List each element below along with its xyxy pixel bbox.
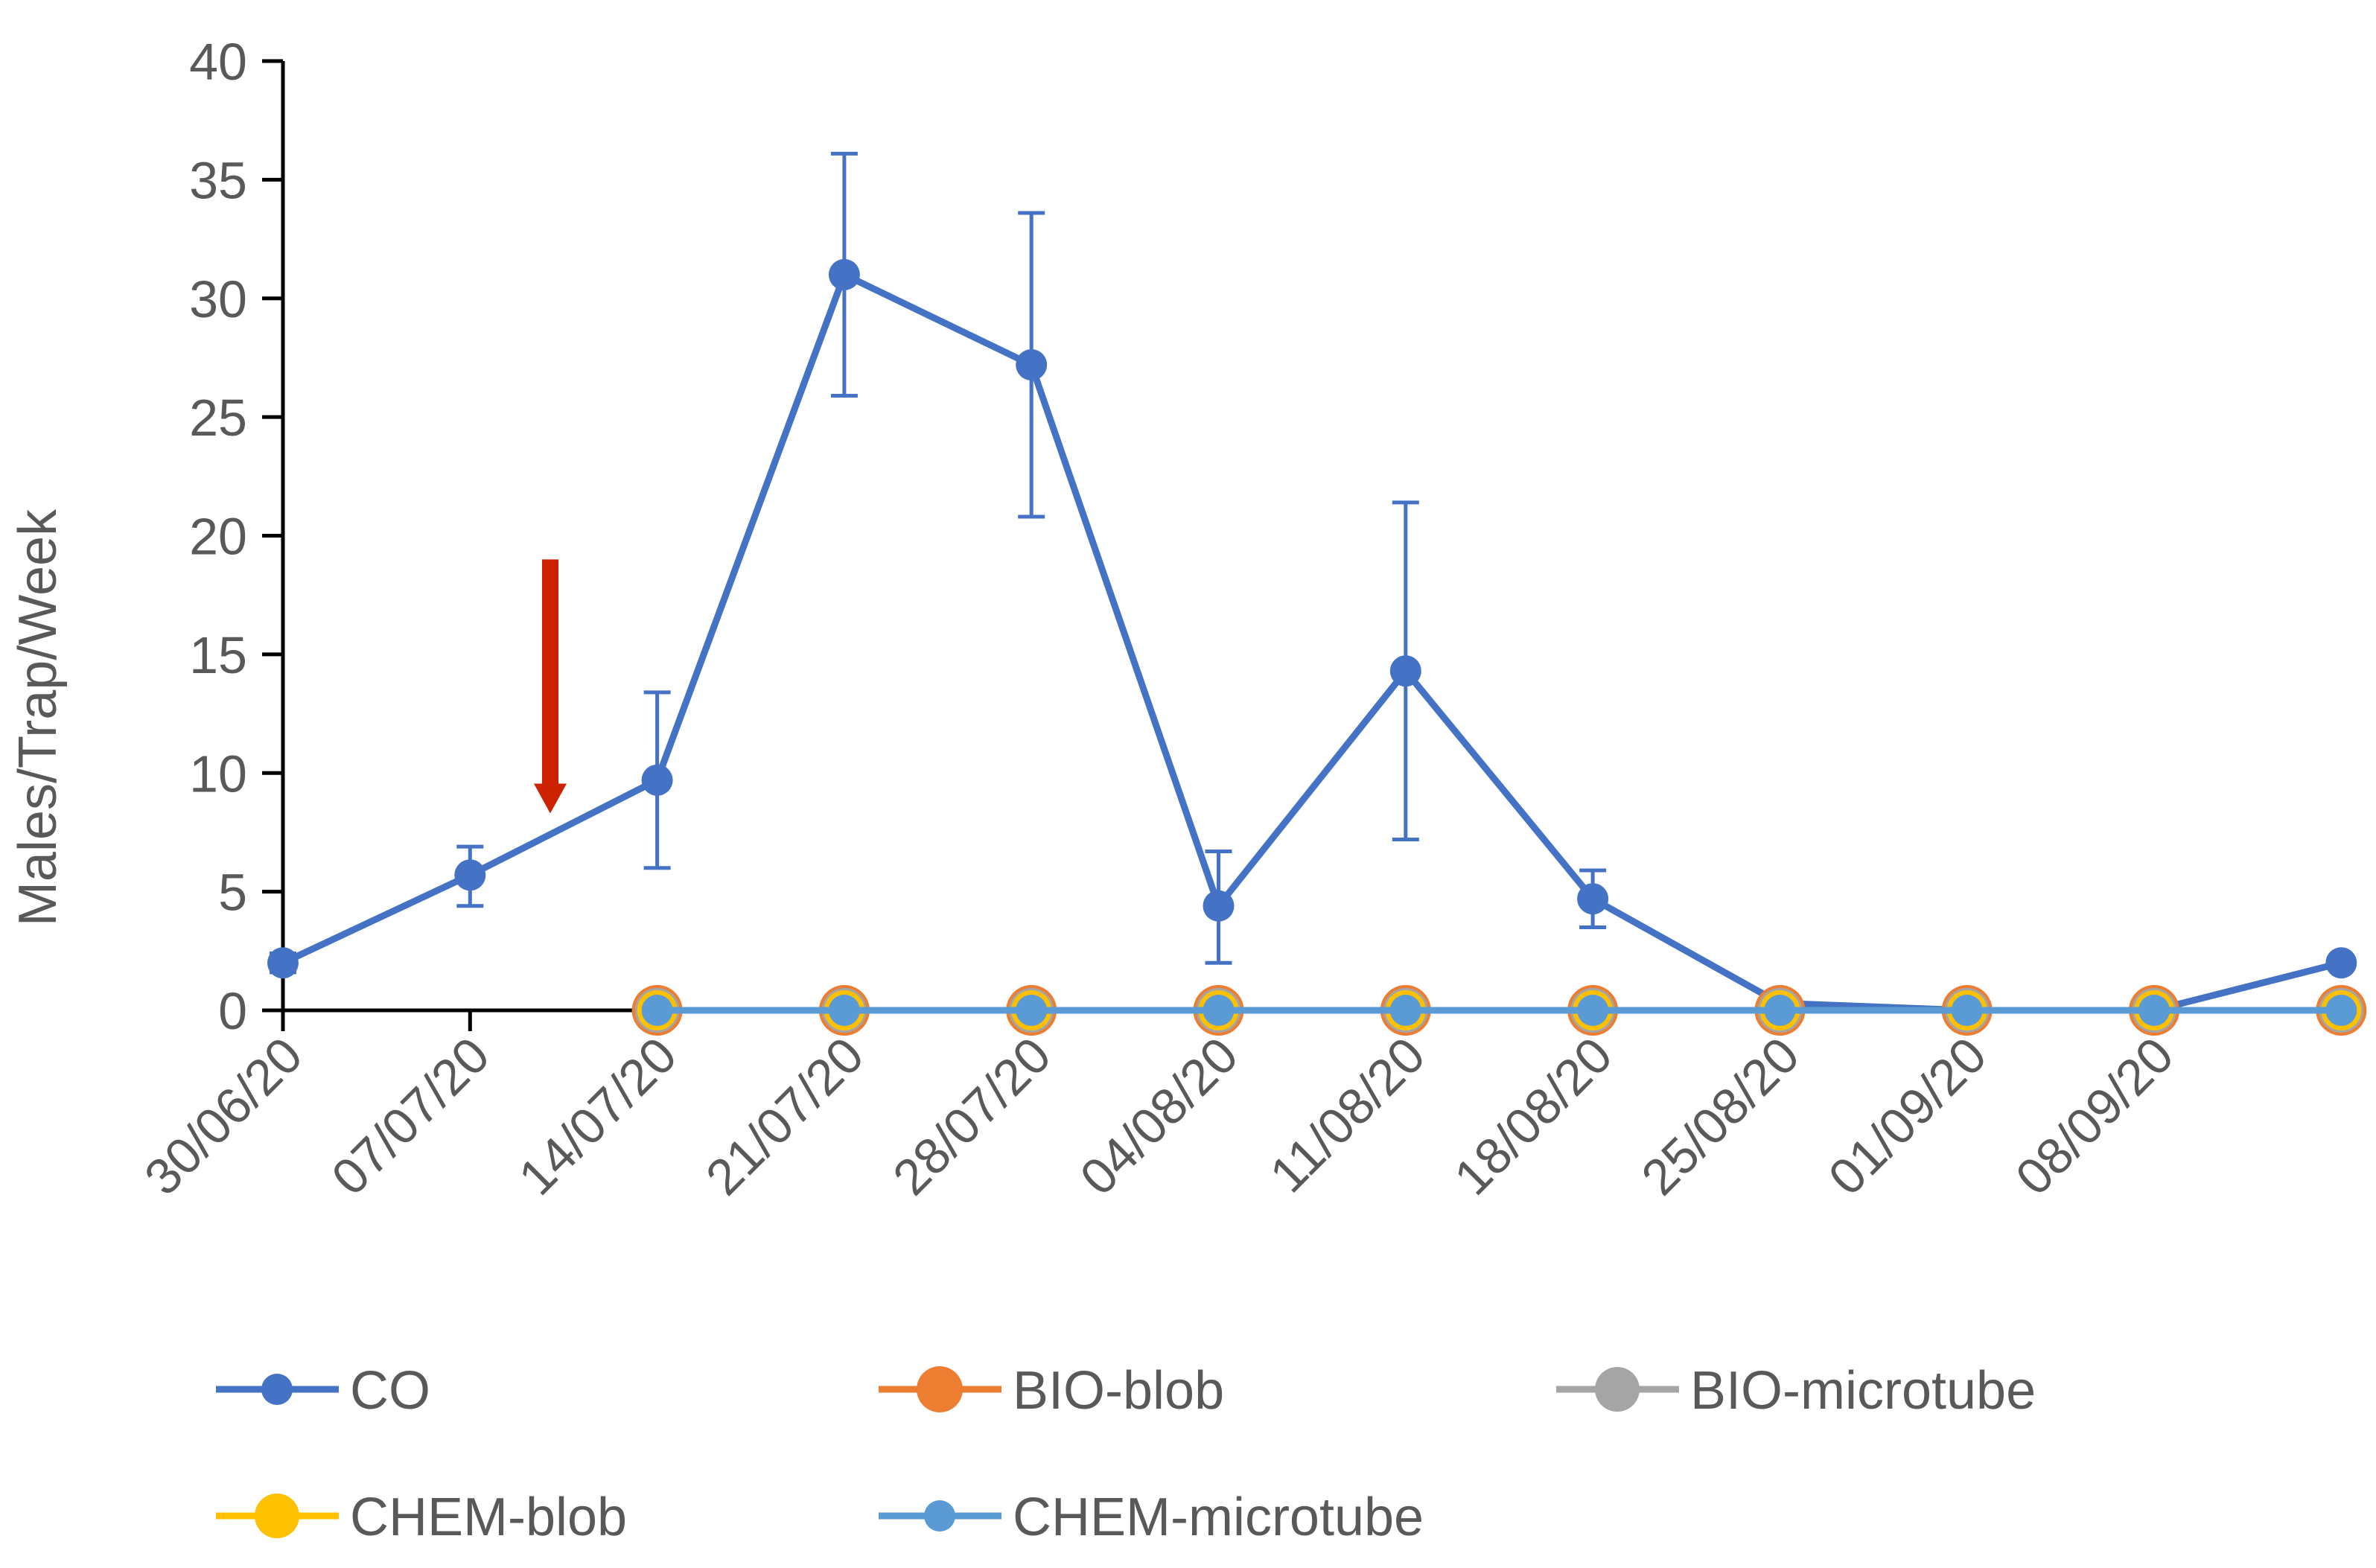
y-tick-label: 35 (189, 151, 247, 209)
data-point-co (1016, 349, 1048, 380)
data-point-co (641, 764, 673, 796)
y-axis-title: Males/Trap/Week (8, 509, 68, 926)
data-point-chem-microtube-top (2140, 996, 2168, 1024)
data-point-chem-microtube-top (1952, 996, 1981, 1024)
y-tick-label: 0 (218, 982, 247, 1040)
data-point-co (2325, 947, 2357, 979)
legend-label-chem-blob: CHEM-blob (350, 1488, 627, 1547)
y-tick-label: 40 (189, 33, 247, 91)
legend-label-bio-blob: BIO-blob (1013, 1361, 1224, 1421)
y-tick-label: 30 (189, 270, 247, 328)
legend-label-co: CO (350, 1361, 430, 1421)
y-tick-label: 5 (218, 864, 247, 922)
y-ticks: 0 5 10 15 20 25 30 35 40 (189, 33, 283, 1040)
legend-marker-bio-blob (917, 1366, 963, 1412)
annotation-group (534, 559, 567, 814)
data-point-chem-microtube-top (2327, 996, 2356, 1024)
legend-label-bio-microtube: BIO-microtube (1690, 1361, 2036, 1421)
data-point-chem-microtube-top (643, 996, 672, 1024)
legend: CO BIO-blob BIO-microtube CHEM-blob CHEM-mic… (216, 1361, 2036, 1547)
annotation-arrow-shaft (542, 559, 558, 785)
data-point-co (1203, 890, 1235, 922)
y-tick-label: 25 (189, 389, 247, 447)
y-tick-label: 15 (189, 626, 247, 684)
annotation-arrow-head (534, 783, 567, 814)
data-point-chem-microtube-top (1017, 996, 1046, 1024)
data-point-co (454, 859, 486, 891)
data-point-chem-microtube-top (1204, 996, 1233, 1024)
data-point-co (267, 947, 299, 979)
y-tick-label: 20 (189, 508, 247, 566)
legend-marker-chem-blob (255, 1494, 299, 1538)
y-tick-label: 10 (189, 745, 247, 803)
data-point-chem-microtube-top (829, 996, 859, 1024)
legend-marker-bio-microtube (1595, 1367, 1640, 1412)
data-point-co (1389, 655, 1421, 687)
data-point-co (1577, 883, 1609, 915)
legend-label-chem-microtube: CHEM-microtube (1013, 1488, 1424, 1547)
series-group (267, 151, 2367, 1036)
data-point-chem-microtube-top (1765, 996, 1794, 1024)
legend-marker-co (261, 1374, 293, 1405)
legend-marker-chem-microtube (924, 1500, 955, 1532)
data-point-co (828, 258, 860, 290)
data-point-chem-microtube-top (1391, 996, 1420, 1024)
data-point-chem-microtube-top (1579, 996, 1608, 1024)
